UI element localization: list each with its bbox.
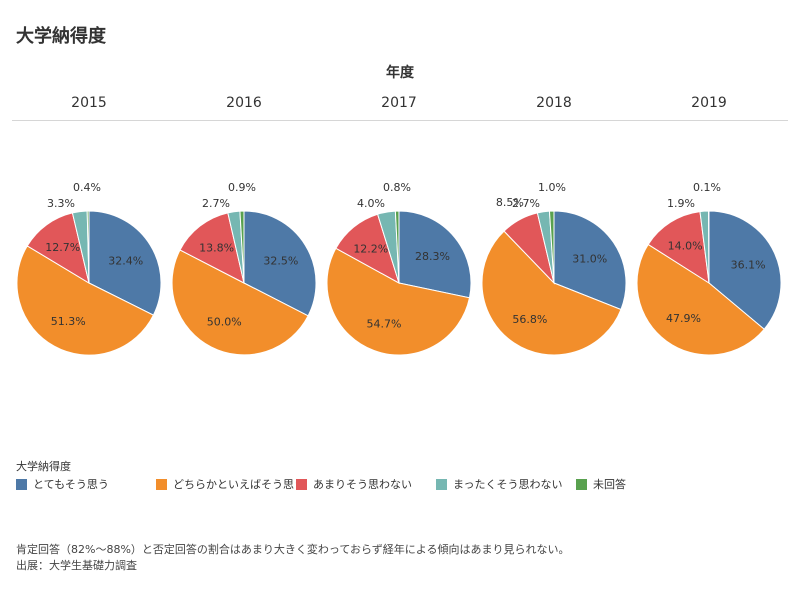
- slice-3: [26, 212, 90, 285]
- year-label: 2019: [691, 95, 727, 111]
- slice-label-4: 4.0%: [357, 197, 385, 210]
- legend-label: とてもそう思う: [33, 478, 109, 491]
- pie-2018: 2018 31.0% 56.8% 8.5%2.7% 1.0%: [481, 95, 627, 356]
- slice-label-1: 32.5%: [263, 255, 298, 268]
- slice-label-3: 12.7%: [45, 241, 80, 254]
- legend-item-4: まったくそう思わない: [436, 476, 563, 492]
- slice-5: [239, 210, 245, 284]
- year-label: 2015: [71, 95, 107, 111]
- slice-label-3: 14.0%: [668, 239, 703, 252]
- legend-label: 未回答: [593, 478, 626, 491]
- pie-2019: 2019 36.1% 47.9% 14.0% 1.9% 0.1%: [636, 95, 782, 356]
- year-label: 2018: [536, 95, 572, 111]
- slice-2: [16, 245, 155, 356]
- slice-label-1: 36.1%: [731, 259, 766, 272]
- slice-3: [179, 212, 245, 284]
- legend-swatch: [576, 478, 587, 490]
- slice-label-1: 31.0%: [572, 253, 607, 266]
- slice-label-5: 0.4%: [73, 181, 101, 194]
- legend: とてもそう思う どちらかといえばそう思う あまりそう思わない まったくそう思わない 未回…: [16, 476, 786, 492]
- slice-1: [553, 210, 627, 311]
- slice-label-4: 1.9%: [667, 197, 695, 210]
- slice-label-2: 47.9%: [666, 312, 701, 325]
- year-label: 2016: [226, 95, 262, 111]
- pie-2017: 2017 28.3% 54.7% 12.2% 4.0% 0.8%: [326, 95, 472, 356]
- slice-2: [171, 249, 309, 356]
- slice-1: [708, 210, 782, 330]
- legend-item-3: あまりそう思わない: [296, 476, 412, 492]
- legend-item-2: どちらかといえばそう思う: [156, 476, 305, 492]
- slice-2: [326, 247, 471, 356]
- slice-1: [243, 210, 317, 317]
- legend-swatch: [296, 478, 307, 490]
- slice-label-4: 3.3%: [47, 197, 75, 210]
- slice-label-5: 0.1%: [693, 181, 721, 194]
- legend-swatch: [16, 478, 27, 490]
- legend-label: まったくそう思わない: [453, 478, 563, 491]
- legend-title: 大学納得度: [16, 460, 71, 473]
- chart-title: 大学納得度: [16, 26, 106, 47]
- slice-label-4: 2.7%: [512, 197, 540, 210]
- note-text: 肯定回答（82%〜88%）と否定回答の割合はあまり大きく変わっておらず経年による…: [16, 543, 570, 556]
- legend-item-1: とてもそう思う: [16, 476, 109, 492]
- pie-charts: 2015 32.4% 51.3% 12.7% 3.3% 0.4% 2016 32.5% 50.0…: [12, 95, 788, 356]
- slice-label-3: 13.8%: [199, 242, 234, 255]
- legend-swatch: [156, 478, 167, 490]
- slice-label-3: 8.5%: [496, 196, 524, 209]
- slice-label-5: 1.0%: [538, 181, 566, 194]
- slice-5: [548, 210, 555, 284]
- slice-2: [481, 230, 622, 356]
- slice-2: [636, 243, 765, 356]
- pie-2015: 2015 32.4% 51.3% 12.7% 3.3% 0.4%: [16, 95, 162, 356]
- legend-swatch: [436, 478, 447, 490]
- pie-2016: 2016 32.5% 50.0% 13.8% 2.7% 0.9%: [171, 95, 317, 356]
- legend-label: あまりそう思わない: [313, 478, 412, 491]
- legend-item-5: 未回答: [576, 476, 626, 492]
- slice-1: [398, 210, 472, 299]
- slice-label-4: 2.7%: [202, 197, 230, 210]
- slice-label-1: 32.4%: [108, 254, 143, 267]
- legend-label: どちらかといえばそう思う: [173, 478, 305, 491]
- year-label: 2017: [381, 95, 417, 111]
- slice-label-2: 51.3%: [51, 315, 86, 328]
- slice-5: [86, 210, 90, 284]
- slice-label-1: 28.3%: [415, 250, 450, 263]
- slice-label-2: 50.0%: [207, 315, 242, 328]
- slice-label-5: 0.8%: [383, 181, 411, 194]
- slice-5: [394, 210, 400, 284]
- column-header: 年度: [386, 65, 414, 81]
- slice-label-3: 12.2%: [353, 242, 388, 255]
- slice-label-2: 54.7%: [367, 318, 402, 331]
- slice-3: [647, 211, 710, 284]
- source-text: 出展：大学生基礎力調査: [16, 559, 137, 572]
- slice-label-5: 0.9%: [228, 181, 256, 194]
- slice-label-2: 56.8%: [512, 313, 547, 326]
- slice-1: [88, 210, 162, 316]
